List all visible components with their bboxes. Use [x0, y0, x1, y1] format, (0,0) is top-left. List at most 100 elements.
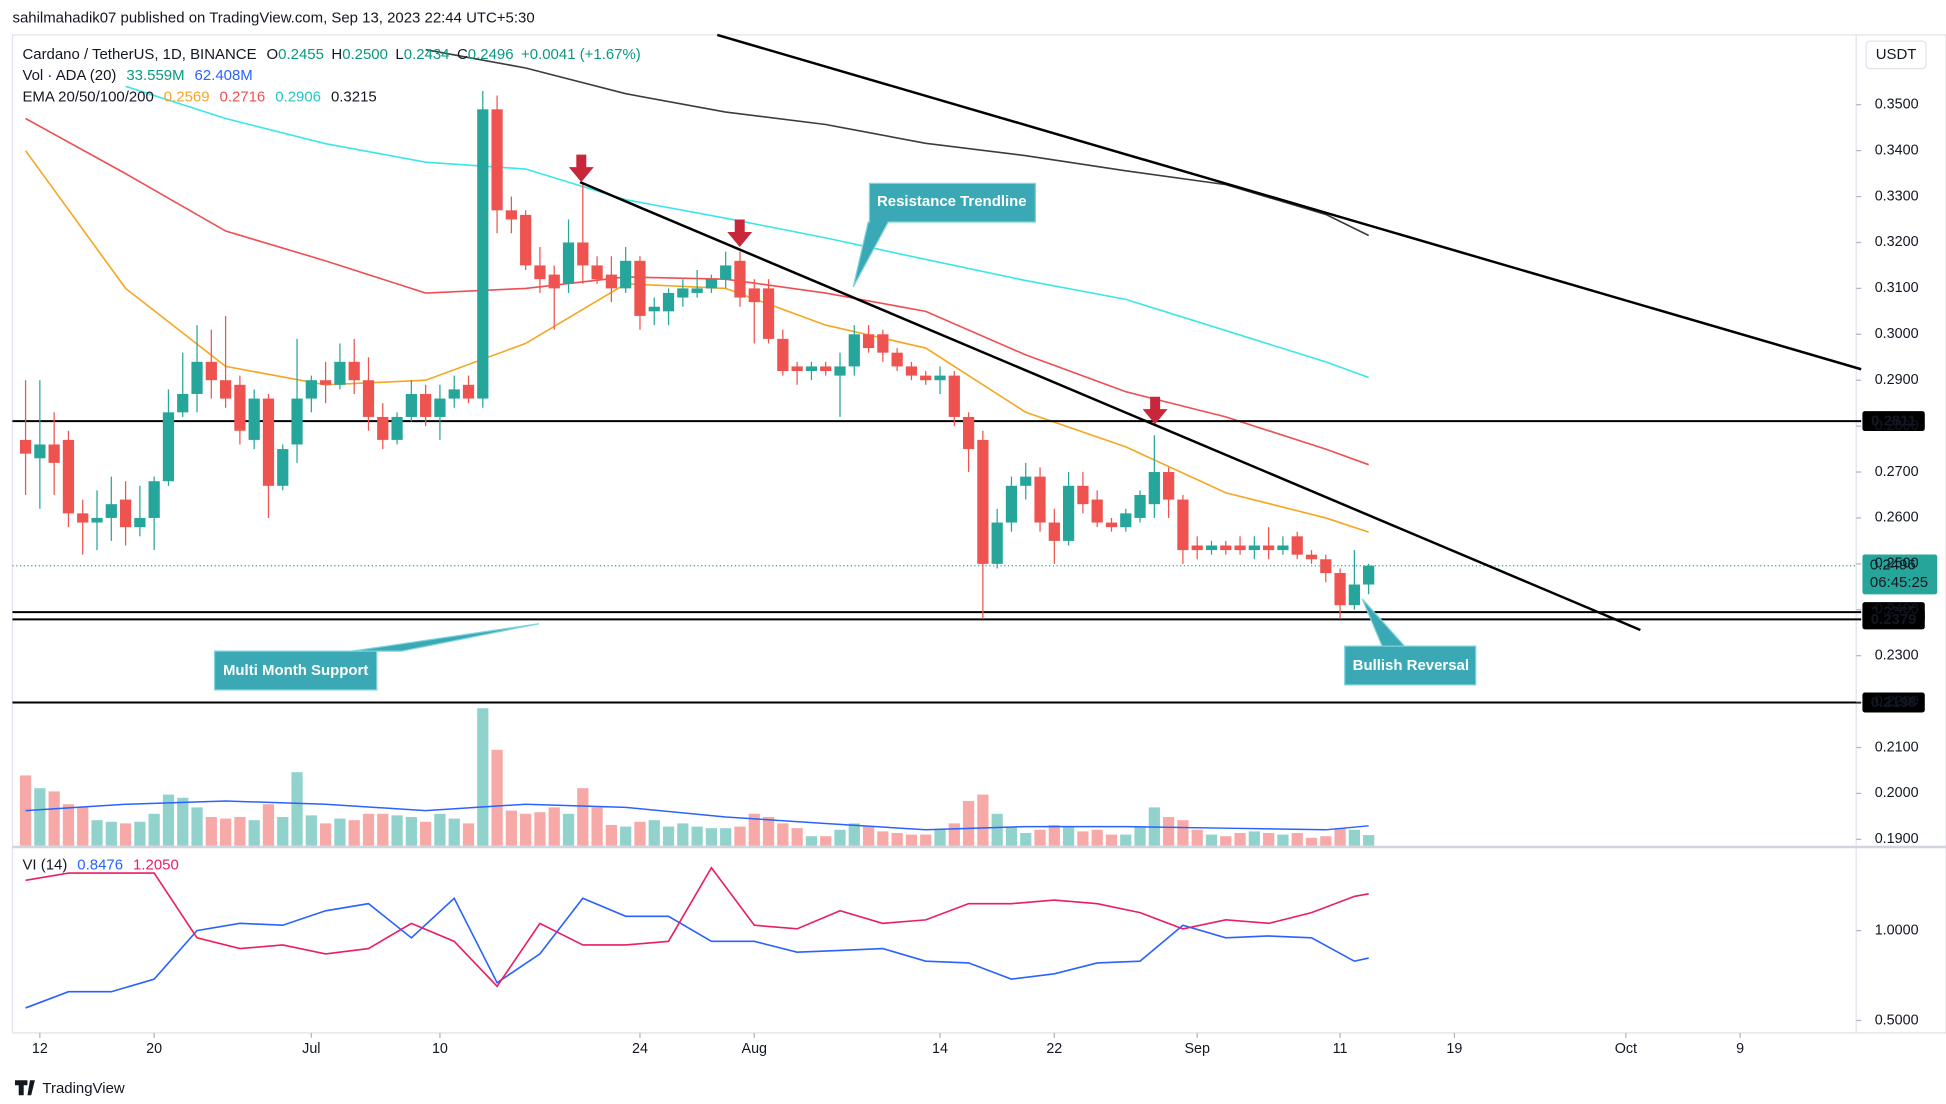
volume-ma-line	[25, 800, 1369, 831]
volume-bar	[805, 836, 818, 846]
volume-bar	[362, 813, 375, 846]
legend-vi: VI (14) 0.8476 1.2050	[22, 857, 178, 874]
candle-body	[877, 334, 889, 353]
volume-bar	[34, 788, 46, 846]
volume-bar	[262, 804, 275, 846]
y-tick-label: 0.2400	[1875, 602, 1919, 618]
callout-box	[1344, 598, 1477, 686]
upper-trendline	[716, 33, 1862, 371]
candle-body	[491, 109, 503, 211]
candle-body	[420, 393, 432, 417]
candle-body	[34, 444, 46, 459]
callouts: Resistance Trendline Multi Month Support…	[213, 182, 1477, 691]
candle-body	[934, 375, 946, 381]
volume-bar	[1105, 834, 1118, 846]
level-label-bg	[1862, 692, 1925, 713]
y-tick-label: 0.2600	[1875, 510, 1919, 526]
indicator-value: 33.559M	[126, 67, 184, 84]
volume-bar	[420, 821, 432, 846]
candles-layer	[19, 90, 1375, 619]
volume-bar	[777, 823, 789, 846]
indicator-name: EMA 20/50/100/200	[22, 88, 153, 105]
candle-body	[162, 412, 175, 482]
volume-bar	[1277, 834, 1289, 846]
volume-bar	[1048, 824, 1060, 846]
volume-bar	[548, 807, 560, 846]
ohlc-value: 0.2455	[278, 46, 324, 63]
volume-bar	[648, 820, 660, 846]
symbol: Cardano / TetherUS, 1D, BINANCE	[22, 46, 256, 63]
volume-bar	[148, 813, 160, 846]
volume-bar	[234, 816, 246, 846]
volume-bar	[219, 818, 232, 846]
footer-logo	[14, 1080, 35, 1096]
volume-bar	[1062, 826, 1075, 846]
candle-body	[977, 439, 989, 564]
x-tick-label: 11	[1333, 1041, 1348, 1057]
volume-bar	[677, 823, 689, 846]
candle-body	[577, 242, 589, 266]
currency[interactable]: USDT	[1876, 46, 1917, 63]
volume-bar	[291, 772, 303, 846]
candle-body	[1205, 545, 1218, 551]
candle-body	[1363, 565, 1375, 585]
volume-bar	[591, 807, 603, 846]
volume-bar	[1334, 828, 1346, 846]
volume-bar	[662, 826, 675, 846]
volume-bar	[477, 708, 489, 846]
ohlc-value: 0.2496	[468, 46, 514, 63]
x-tick-label: 12	[32, 1041, 48, 1057]
vi-line	[25, 896, 1369, 1009]
volume-bar	[334, 818, 346, 846]
arrows	[568, 154, 1168, 425]
candle-body	[62, 439, 75, 514]
volume-bar	[434, 813, 446, 846]
volume-bar	[1291, 832, 1303, 846]
volume-bar	[405, 816, 417, 846]
volume-bar	[62, 804, 75, 846]
y-tick-label: 0.2300	[1875, 647, 1919, 663]
candle-body	[1291, 536, 1303, 555]
candle-body	[1263, 545, 1275, 551]
indicator-value: 1.2050	[133, 857, 179, 874]
candle-body	[1105, 522, 1118, 528]
volume-bar	[862, 826, 875, 846]
candle-body	[177, 393, 189, 413]
currency-button[interactable]	[1865, 40, 1927, 70]
volume-bar	[1077, 831, 1089, 846]
indicator-value: 0.3215	[331, 88, 377, 105]
volume-bar	[905, 834, 918, 846]
volume-bar	[320, 823, 332, 846]
volume-bar	[1320, 836, 1332, 846]
candle-body	[791, 366, 803, 372]
vi-y-tick-label: 1.0000	[1875, 922, 1919, 938]
ema-line	[24, 150, 1369, 533]
candle-body	[562, 242, 575, 284]
x-tick-label: 20	[146, 1041, 162, 1057]
last-price-label: 0.2496	[1870, 557, 1916, 574]
candle-body	[1163, 472, 1175, 500]
candle-body	[1077, 485, 1089, 505]
chart-frame	[11, 34, 1946, 1034]
volume-bar	[934, 829, 946, 846]
candle-body	[320, 380, 332, 385]
x-tick-label: 19	[1446, 1041, 1462, 1057]
candle-body	[848, 334, 860, 367]
volume-bar	[962, 800, 975, 846]
candle-body	[634, 260, 646, 316]
indicator-value: 0.2569	[164, 88, 210, 105]
volume-bar	[1134, 826, 1146, 846]
volume-bar	[448, 818, 460, 846]
candle-body	[534, 265, 546, 280]
volume-bar	[1020, 832, 1032, 846]
x-tick-label: Jul	[302, 1041, 320, 1057]
volume-bar	[1034, 829, 1046, 846]
indicator-value: 0.8476	[77, 857, 123, 874]
legend-symbol: Cardano / TetherUS, 1D, BINANCE O0.2455 H0…	[22, 46, 640, 63]
volume-bar	[691, 826, 703, 846]
volume-bar	[1248, 831, 1260, 846]
